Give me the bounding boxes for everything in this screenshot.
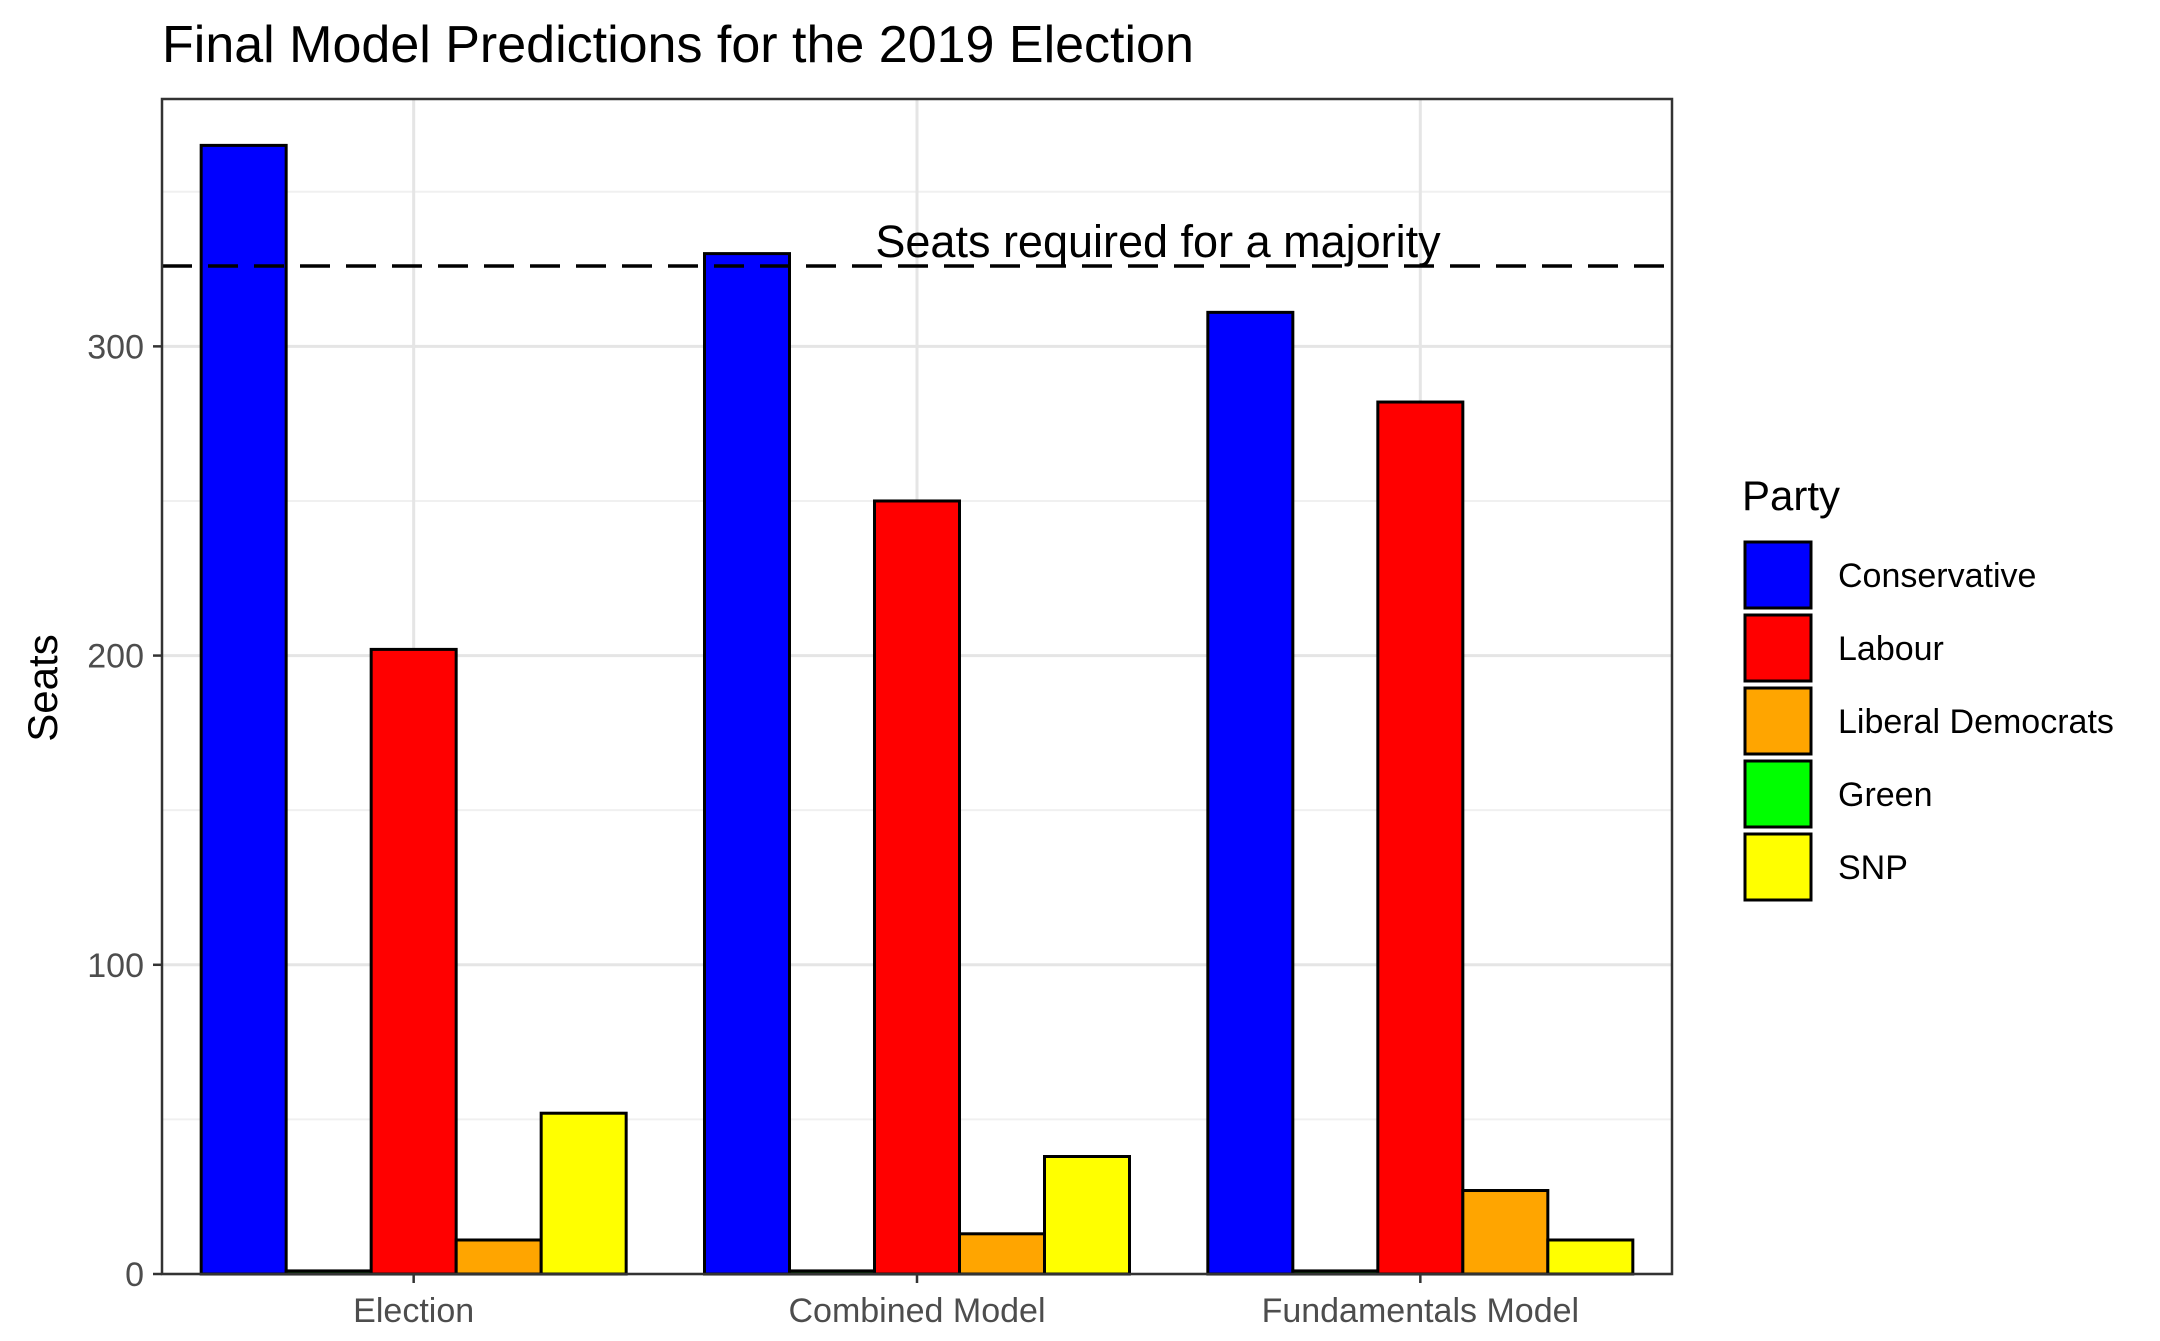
y-tick-label: 300 (87, 328, 144, 366)
bar-labour-combined-model (873, 499, 961, 1276)
legend-label-labour: Labour (1838, 630, 1944, 668)
x-tick-label: Combined Model (788, 1292, 1045, 1330)
x-tick-label: Fundamentals Model (1262, 1292, 1580, 1330)
bar-snp-election (539, 1111, 628, 1276)
y-tick-label: 200 (87, 638, 144, 676)
y-tick-label: 100 (87, 947, 144, 985)
bar-liberal-democrats-combined-model (958, 1232, 1046, 1276)
plot-panel: Seats required for a majority 0 100 200 300 E… (87, 97, 1674, 1330)
bar-labour-election (369, 647, 458, 1276)
bar-liberal-democrats-fundamentals-model (1461, 1189, 1550, 1276)
bar-snp-fundamentals-model (1546, 1238, 1635, 1276)
x-tick-label: Election (353, 1292, 474, 1330)
legend-title: Party (1742, 472, 1840, 519)
legend-key-green (1743, 759, 1813, 829)
legend-key-labour (1743, 613, 1813, 683)
legend-key-snp (1743, 832, 1813, 902)
legend-key-conservative (1743, 540, 1813, 610)
legend-label-conservative: Conservative (1838, 557, 2036, 595)
bar-liberal-democrats-election (454, 1238, 543, 1276)
bar-conservative-combined-model (703, 252, 791, 1276)
chart-title: Final Model Predictions for the 2019 Ele… (162, 16, 1194, 74)
bar-snp-combined-model (1043, 1155, 1131, 1276)
legend-key-liberal-democrats (1743, 686, 1813, 756)
legend-label-green: Green (1838, 776, 1933, 814)
majority-line-label: Seats required for a majority (875, 216, 1441, 267)
bar-conservative-fundamentals-model (1206, 310, 1295, 1276)
y-tick-label: 0 (125, 1256, 144, 1294)
legend-label-liberal-democrats: Liberal Democrats (1838, 703, 2114, 741)
legend: Party Conservative Labour Liberal Democrat… (1742, 472, 2114, 902)
bar-conservative-election (199, 143, 288, 1276)
legend-label-snp: SNP (1838, 849, 1908, 887)
bar-labour-fundamentals-model (1376, 400, 1465, 1276)
y-axis-label: Seats (19, 634, 66, 741)
